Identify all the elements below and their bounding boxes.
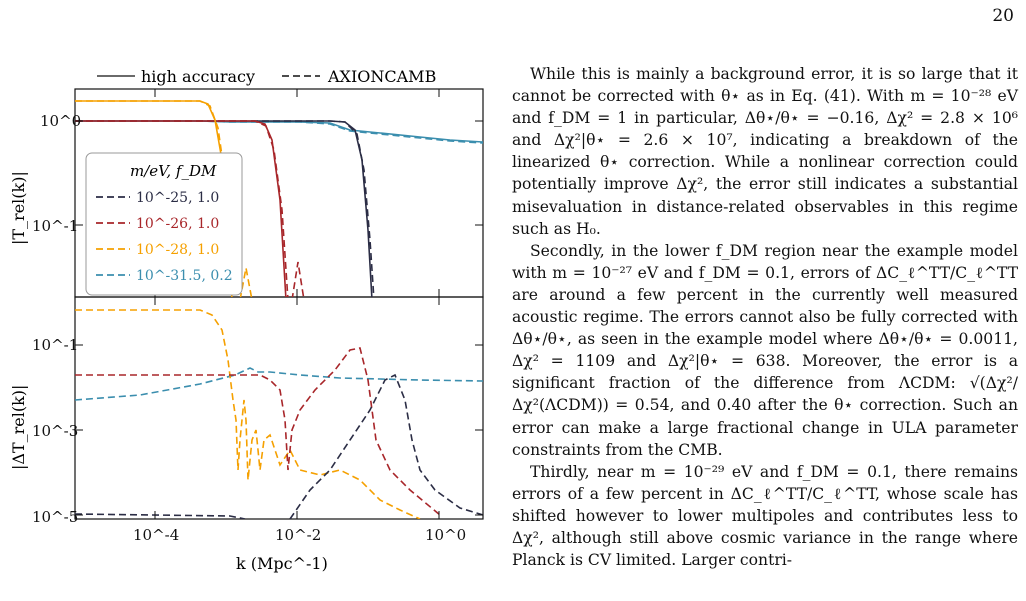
bottom-y-axis-label: |ΔT_rel(k)|	[9, 385, 28, 470]
series-black-diff	[75, 373, 483, 519]
tick-labels: 10^0 10^-1 10^-1 10^-3 10^-5 10^-4 10^-2…	[32, 112, 466, 544]
ytick-top-1: 10^-1	[32, 217, 78, 235]
legend-label-2: 10^-28, 1.0	[136, 242, 219, 258]
xtick-1: 10^-2	[275, 526, 321, 544]
series-orange-dashed	[75, 100, 253, 297]
top-y-axis-label: |T_rel(k)|	[9, 171, 28, 245]
legend-dashed-label: AXIONCAMB	[327, 67, 436, 86]
transfer-function-figure: high accuracy AXIONCAMB	[9, 67, 484, 573]
paragraph-3: Thirdly, near m = 10⁻²⁹ eV and f_DM = 0.…	[512, 462, 1018, 570]
paragraph-1: While this is mainly a background error,…	[512, 65, 1018, 238]
legend-label-3: 10^-31.5, 0.2	[136, 268, 233, 284]
ytick-bot-1: 10^-3	[32, 422, 78, 440]
series-orange-diff	[75, 309, 421, 519]
legend-solid-label: high accuracy	[141, 67, 255, 86]
series-blue-dashed	[75, 120, 483, 144]
legend-label-1: 10^-26, 1.0	[136, 216, 219, 232]
legend-header: m/eV, f_DM	[130, 162, 217, 180]
series-red-dashed	[75, 120, 305, 297]
top-panel-curves	[75, 100, 483, 297]
axis-ticks	[75, 89, 483, 519]
line-style-legend: high accuracy AXIONCAMB	[97, 67, 436, 86]
xtick-2: 10^0	[425, 526, 466, 544]
model-legend-box: m/eV, f_DM 10^-25, 1.0 10^-26, 1.0 10^-28,…	[85, 152, 243, 296]
series-blue-diff	[75, 367, 483, 401]
bottom-panel-curves	[75, 309, 483, 519]
paragraph-2: Secondly, in the lower f_DM region near …	[512, 241, 1018, 459]
series-red-diff	[75, 347, 441, 516]
ytick-bot-2: 10^-5	[32, 508, 78, 526]
x-axis-label: k (Mpc^-1)	[236, 554, 328, 573]
page-number: 20	[992, 6, 1014, 26]
bottom-panel-frame	[74, 296, 484, 520]
series-blue-solid	[75, 120, 483, 143]
series-black-dashed	[75, 120, 375, 297]
ytick-bot-0: 10^-1	[32, 336, 78, 354]
body-text: While this is mainly a background error,…	[512, 63, 1018, 571]
legend-label-0: 10^-25, 1.0	[136, 190, 219, 206]
xtick-0: 10^-4	[133, 526, 179, 544]
ytick-top-0: 10^0	[40, 112, 81, 130]
